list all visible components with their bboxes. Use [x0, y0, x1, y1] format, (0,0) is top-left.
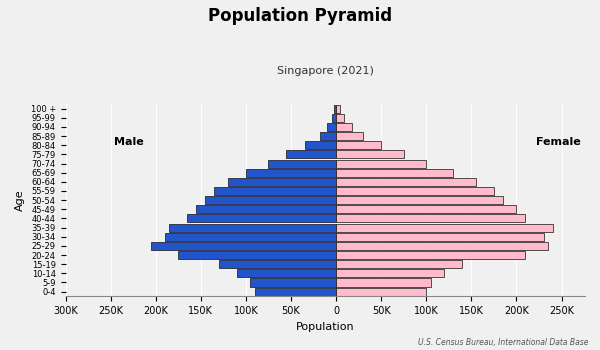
Bar — [336, 141, 381, 149]
Bar — [165, 233, 336, 241]
Bar — [336, 132, 363, 140]
Bar — [336, 288, 426, 296]
Bar — [334, 105, 336, 113]
Bar — [336, 105, 340, 113]
Bar — [250, 279, 336, 287]
X-axis label: Population: Population — [296, 322, 355, 331]
Bar — [205, 196, 336, 204]
Bar — [320, 132, 336, 140]
Bar — [336, 260, 463, 268]
Bar — [336, 178, 476, 186]
Y-axis label: Age: Age — [15, 189, 25, 211]
Bar — [219, 260, 336, 268]
Bar — [336, 150, 404, 159]
Bar — [336, 114, 344, 122]
Bar — [214, 187, 336, 195]
Bar — [246, 169, 336, 177]
Text: Population Pyramid: Population Pyramid — [208, 7, 392, 25]
Bar — [336, 187, 494, 195]
Bar — [187, 215, 336, 223]
Bar — [336, 123, 352, 131]
Bar — [327, 123, 336, 131]
Bar — [332, 114, 336, 122]
Bar — [286, 150, 336, 159]
Bar — [255, 288, 336, 296]
Bar — [268, 160, 336, 168]
Bar — [169, 224, 336, 232]
Bar — [336, 279, 431, 287]
Bar — [305, 141, 336, 149]
Bar — [336, 251, 526, 259]
Title: Singapore (2021): Singapore (2021) — [277, 65, 374, 76]
Bar — [336, 215, 526, 223]
Bar — [151, 242, 336, 250]
Bar — [336, 233, 544, 241]
Bar — [336, 269, 445, 277]
Bar — [336, 205, 517, 213]
Text: U.S. Census Bureau, International Data Base: U.S. Census Bureau, International Data B… — [418, 337, 588, 346]
Bar — [336, 160, 426, 168]
Text: Female: Female — [536, 137, 580, 147]
Bar — [237, 269, 336, 277]
Bar — [228, 178, 336, 186]
Bar — [336, 169, 454, 177]
Bar — [336, 196, 503, 204]
Bar — [196, 205, 336, 213]
Bar — [336, 242, 548, 250]
Bar — [336, 224, 553, 232]
Bar — [178, 251, 336, 259]
Text: Male: Male — [114, 137, 143, 147]
